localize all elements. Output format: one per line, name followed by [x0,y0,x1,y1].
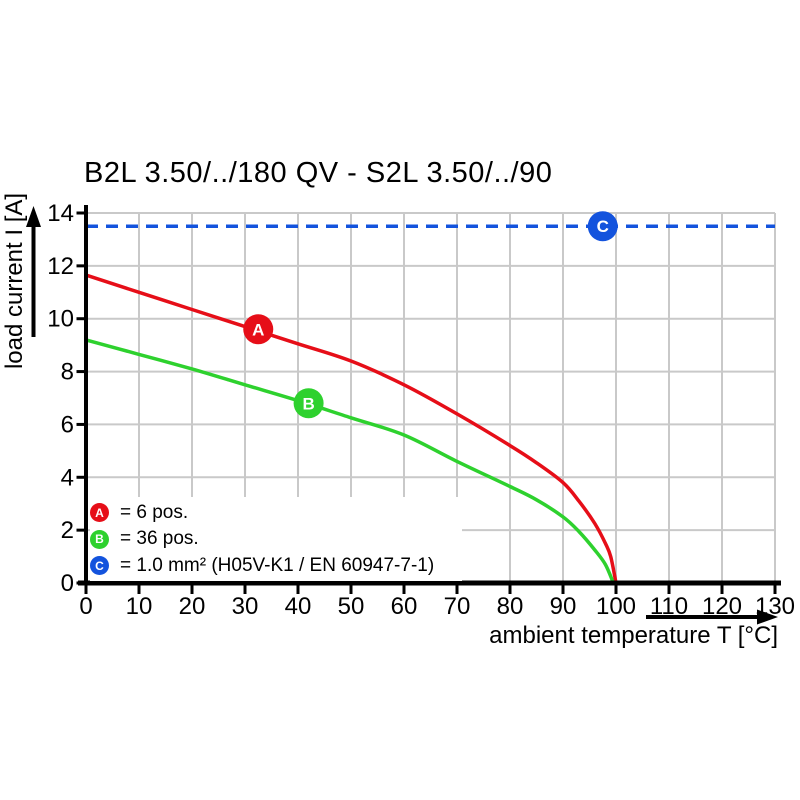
y-tick-label: 14 [47,200,74,227]
legend-item-b: B = 36 pos. [90,528,462,550]
y-axis-arrow-icon [26,206,41,337]
x-axis-arrow-icon [646,609,778,625]
marker-c-letter: C [597,217,609,236]
y-tick-label: 10 [47,306,74,333]
legend: A = 6 pos. B = 36 pos. C = 1.0 mm² (H05V… [90,497,462,581]
x-tick-label: 10 [126,593,153,620]
x-tick-label: 90 [550,593,577,620]
y-tick-label: 4 [61,464,74,491]
y-tick-label: 6 [61,411,74,438]
legend-marker-a-icon: A [90,503,109,522]
y-axis-label: load current I [A] [1,192,28,370]
x-tick-label: 100 [596,593,636,620]
x-tick-label: 50 [338,593,365,620]
y-tick-label: 8 [61,359,74,386]
x-tick-label: 0 [79,593,92,620]
y-tick-label: 2 [61,517,74,544]
x-tick-label: 70 [444,593,471,620]
y-tick-label: 0 [61,570,74,597]
curve-markers: A B C [243,211,618,419]
series-b-curve [84,338,616,585]
x-tick-label: 40 [285,593,312,620]
legend-label-c: = 1.0 mm² (H05V-K1 / EN 60947-7-1) [120,554,435,576]
legend-item-a: A = 6 pos. [90,502,462,524]
x-tick-label: 60 [391,593,418,620]
x-axis-label: ambient temperature T [°C] [489,622,778,649]
legend-label-b: = 36 pos. [120,528,199,549]
legend-marker-b-icon: B [90,529,109,549]
marker-c-icon [587,211,618,242]
marker-b-icon [293,388,324,419]
legend-item-c: C = 1.0 mm² (H05V-K1 / EN 60947-7-1) [90,555,462,577]
axes [76,205,781,594]
x-tick-label: 20 [179,593,206,620]
x-tick-label: 30 [232,593,259,620]
marker-b-letter: B [302,394,314,413]
x-tick-label: 80 [497,593,524,620]
marker-a-letter: A [252,320,264,339]
series-curves [84,224,775,585]
legend-marker-c-icon: C [90,556,109,575]
series-a-curve [84,273,618,585]
chart-title: B2L 3.50/../180 QV - S2L 3.50/../90 [84,157,553,189]
grid-lines [86,212,776,583]
legend-label-a: = 6 pos. [120,501,189,523]
y-tick-label: 12 [47,253,74,280]
marker-a-icon [243,314,274,345]
tick-labels: 0 10 20 30 40 50 60 70 80 90 100 110 120 130024681012… [47,200,795,620]
